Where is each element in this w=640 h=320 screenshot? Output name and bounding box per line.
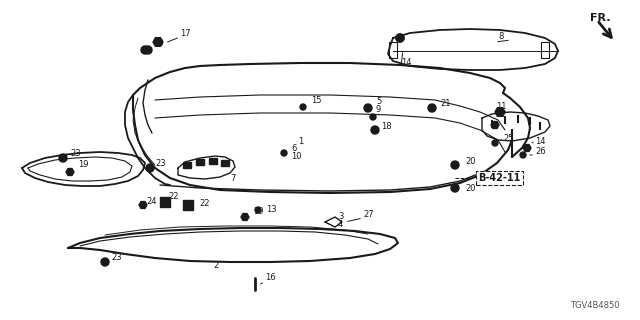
- Text: 26: 26: [535, 147, 546, 156]
- Text: 22: 22: [168, 191, 179, 201]
- Text: 20: 20: [465, 183, 476, 193]
- Text: 5: 5: [376, 97, 381, 106]
- Text: 13: 13: [266, 204, 276, 213]
- Circle shape: [281, 150, 287, 156]
- Bar: [183, 200, 193, 210]
- Circle shape: [144, 46, 152, 54]
- Circle shape: [364, 104, 372, 112]
- Text: 3: 3: [338, 212, 344, 220]
- Circle shape: [520, 152, 526, 158]
- Text: 16: 16: [265, 274, 276, 283]
- Text: 20: 20: [465, 156, 476, 165]
- Text: 4: 4: [338, 220, 343, 228]
- Text: 23: 23: [111, 253, 122, 262]
- Polygon shape: [491, 122, 499, 128]
- Circle shape: [59, 154, 67, 162]
- Circle shape: [396, 34, 404, 42]
- Polygon shape: [66, 169, 74, 175]
- Text: B-42-11: B-42-11: [478, 173, 520, 183]
- Text: 10: 10: [291, 151, 301, 161]
- Circle shape: [146, 164, 154, 172]
- Circle shape: [371, 126, 379, 134]
- Text: 15: 15: [311, 95, 321, 105]
- Text: 19: 19: [253, 206, 264, 215]
- Text: 19: 19: [78, 159, 88, 169]
- Text: 12: 12: [496, 109, 506, 118]
- Text: 23: 23: [155, 158, 166, 167]
- Text: 14: 14: [401, 58, 412, 67]
- Text: FR.: FR.: [590, 13, 611, 23]
- Text: 23: 23: [153, 38, 164, 47]
- Bar: [183, 162, 191, 168]
- Text: TGV4B4850: TGV4B4850: [570, 301, 620, 310]
- Bar: [160, 197, 170, 207]
- Circle shape: [141, 46, 149, 54]
- Text: 23: 23: [70, 148, 81, 157]
- Text: 11: 11: [496, 101, 506, 110]
- Text: 8: 8: [498, 31, 504, 41]
- Polygon shape: [139, 202, 147, 208]
- Text: 22: 22: [199, 198, 209, 207]
- Text: 25: 25: [503, 133, 513, 142]
- Text: 17: 17: [180, 28, 191, 37]
- Text: 9: 9: [376, 105, 381, 114]
- Polygon shape: [495, 108, 505, 116]
- Text: 7: 7: [230, 173, 236, 182]
- Bar: [389, 42, 397, 58]
- Text: 1: 1: [298, 137, 303, 146]
- Text: 21: 21: [440, 99, 451, 108]
- Text: 27: 27: [363, 210, 374, 219]
- Text: 18: 18: [381, 122, 392, 131]
- Text: 24: 24: [146, 196, 157, 205]
- Polygon shape: [523, 145, 531, 151]
- Text: 14: 14: [535, 137, 545, 146]
- Circle shape: [451, 161, 459, 169]
- Bar: [541, 42, 549, 58]
- Circle shape: [428, 104, 436, 112]
- Circle shape: [300, 104, 306, 110]
- Text: 6: 6: [291, 143, 296, 153]
- Circle shape: [255, 207, 261, 213]
- Text: 2: 2: [213, 261, 218, 270]
- Circle shape: [492, 140, 498, 146]
- Circle shape: [451, 184, 459, 192]
- Circle shape: [101, 258, 109, 266]
- Bar: [196, 159, 204, 165]
- Polygon shape: [153, 38, 163, 46]
- Bar: [221, 160, 229, 166]
- Circle shape: [396, 34, 404, 42]
- Bar: [209, 158, 217, 164]
- Circle shape: [370, 114, 376, 120]
- Polygon shape: [241, 213, 249, 220]
